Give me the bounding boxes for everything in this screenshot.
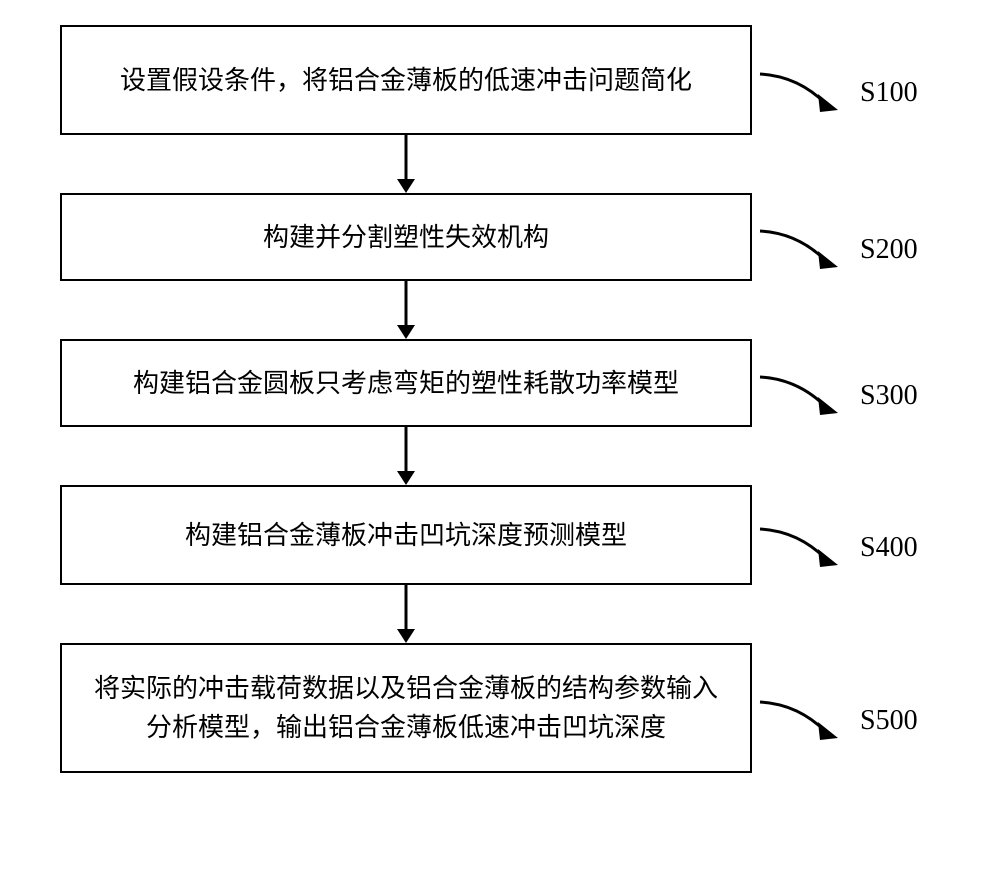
curved-arrow-icon xyxy=(758,225,848,275)
step-label-s200: S200 xyxy=(860,234,918,266)
step-label-arrow-s500: S500 xyxy=(758,696,918,746)
arrow-down-icon xyxy=(391,585,421,643)
curved-arrow-icon xyxy=(758,68,848,118)
step-box-s400: 构建铝合金薄板冲击凹坑深度预测模型 xyxy=(60,485,752,585)
flow-step-s400: 构建铝合金薄板冲击凹坑深度预测模型 S400 xyxy=(60,485,940,585)
connector-arrow xyxy=(60,135,752,193)
step-label-s400: S400 xyxy=(860,532,918,564)
step-box-s300: 构建铝合金圆板只考虑弯矩的塑性耗散功率模型 xyxy=(60,339,752,427)
step-box-s500: 将实际的冲击载荷数据以及铝合金薄板的结构参数输入分析模型，输出铝合金薄板低速冲击… xyxy=(60,643,752,773)
curved-arrow-icon xyxy=(758,523,848,573)
arrow-down-icon xyxy=(391,427,421,485)
flow-step-s200: 构建并分割塑性失效机构 S200 xyxy=(60,193,940,281)
connector-arrow xyxy=(60,427,752,485)
connector-arrow xyxy=(60,585,752,643)
step-label-s500: S500 xyxy=(860,705,918,737)
step-label-arrow-s300: S300 xyxy=(758,371,918,421)
flow-step-s500: 将实际的冲击载荷数据以及铝合金薄板的结构参数输入分析模型，输出铝合金薄板低速冲击… xyxy=(60,643,940,773)
flow-step-s100: 设置假设条件，将铝合金薄板的低速冲击问题简化 S100 xyxy=(60,25,940,135)
step-label-arrow-s100: S100 xyxy=(758,68,918,118)
step-label-s300: S300 xyxy=(860,380,918,412)
step-label-arrow-s400: S400 xyxy=(758,523,918,573)
step-box-s200: 构建并分割塑性失效机构 xyxy=(60,193,752,281)
connector-arrow xyxy=(60,281,752,339)
flow-step-s300: 构建铝合金圆板只考虑弯矩的塑性耗散功率模型 S300 xyxy=(60,339,940,427)
arrow-down-icon xyxy=(391,281,421,339)
step-label-s100: S100 xyxy=(860,77,918,109)
curved-arrow-icon xyxy=(758,696,848,746)
flowchart-container: 设置假设条件，将铝合金薄板的低速冲击问题简化 S100 构建并分割塑性失效机构 S20… xyxy=(60,25,940,773)
arrow-down-icon xyxy=(391,135,421,193)
step-box-s100: 设置假设条件，将铝合金薄板的低速冲击问题简化 xyxy=(60,25,752,135)
step-label-arrow-s200: S200 xyxy=(758,225,918,275)
curved-arrow-icon xyxy=(758,371,848,421)
